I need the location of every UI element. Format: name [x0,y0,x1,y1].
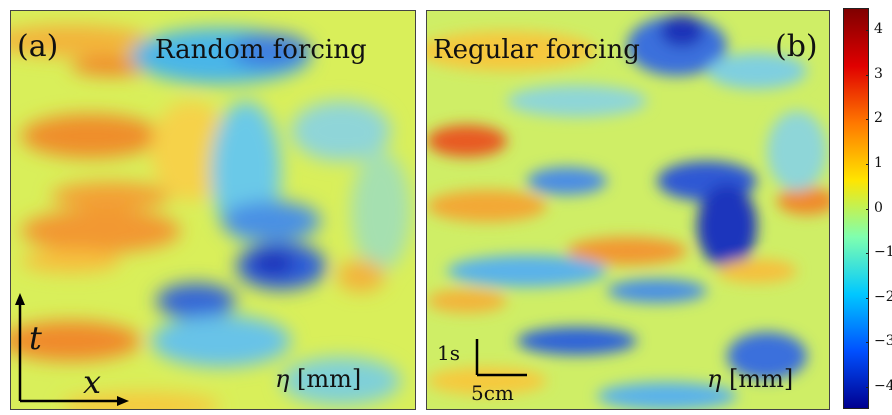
colorbar-tick-mark [866,342,869,344]
panel-b-field-label: η [mm] [707,365,793,393]
panel-b-title: Regular forcing [433,35,640,65]
colorbar-tick-label: 3 [874,65,883,82]
time-axis-label: t [29,319,42,357]
unit-label: [mm] [297,365,362,393]
unit-label: [mm] [729,365,794,393]
elevation-field-image-b [427,11,829,409]
eta-symbol: η [275,365,290,393]
colorbar-tick-mark [866,74,869,76]
colorbar-tick-label: −4 [874,377,892,394]
panel-a-tag: (a) [17,29,59,64]
panel-a-title: Random forcing [155,35,367,65]
panel-a-field-label: η [mm] [275,365,361,393]
colorbar-tick-label: 2 [874,110,883,127]
eta-symbol: η [707,365,722,393]
colorbar [843,8,869,409]
space-axis-label: x [83,363,102,401]
scale-bar [475,339,527,377]
colorbar-tick-label: −2 [874,288,892,305]
panel-a-random-forcing: (a) Random forcing t x η [mm] [10,10,416,410]
colorbar-tick-mark [866,119,869,121]
elevation-field-image-a [11,11,415,409]
axes-arrows [15,293,129,406]
colorbar-tick-label: −1 [874,244,892,261]
colorbar-tick-mark [866,30,869,32]
panel-b-regular-forcing: Regular forcing (b) 1s 5cm η [mm] [426,10,830,410]
panel-b-tag: (b) [775,29,818,64]
colorbar-tick-mark [866,163,869,165]
colorbar-tick-mark [866,253,869,255]
colorbar-tick-label: 0 [874,199,883,216]
colorbar-tick-label: 4 [874,21,883,38]
scale-bar-time-label: 1s [437,341,460,365]
colorbar-tick-label: −3 [874,333,892,350]
colorbar-tick-label: 1 [874,154,883,171]
colorbar-tick-mark [866,386,869,388]
colorbar-tick-mark [866,208,869,210]
colorbar-tick-mark [866,297,869,299]
scale-bar-space-label: 5cm [471,381,514,405]
